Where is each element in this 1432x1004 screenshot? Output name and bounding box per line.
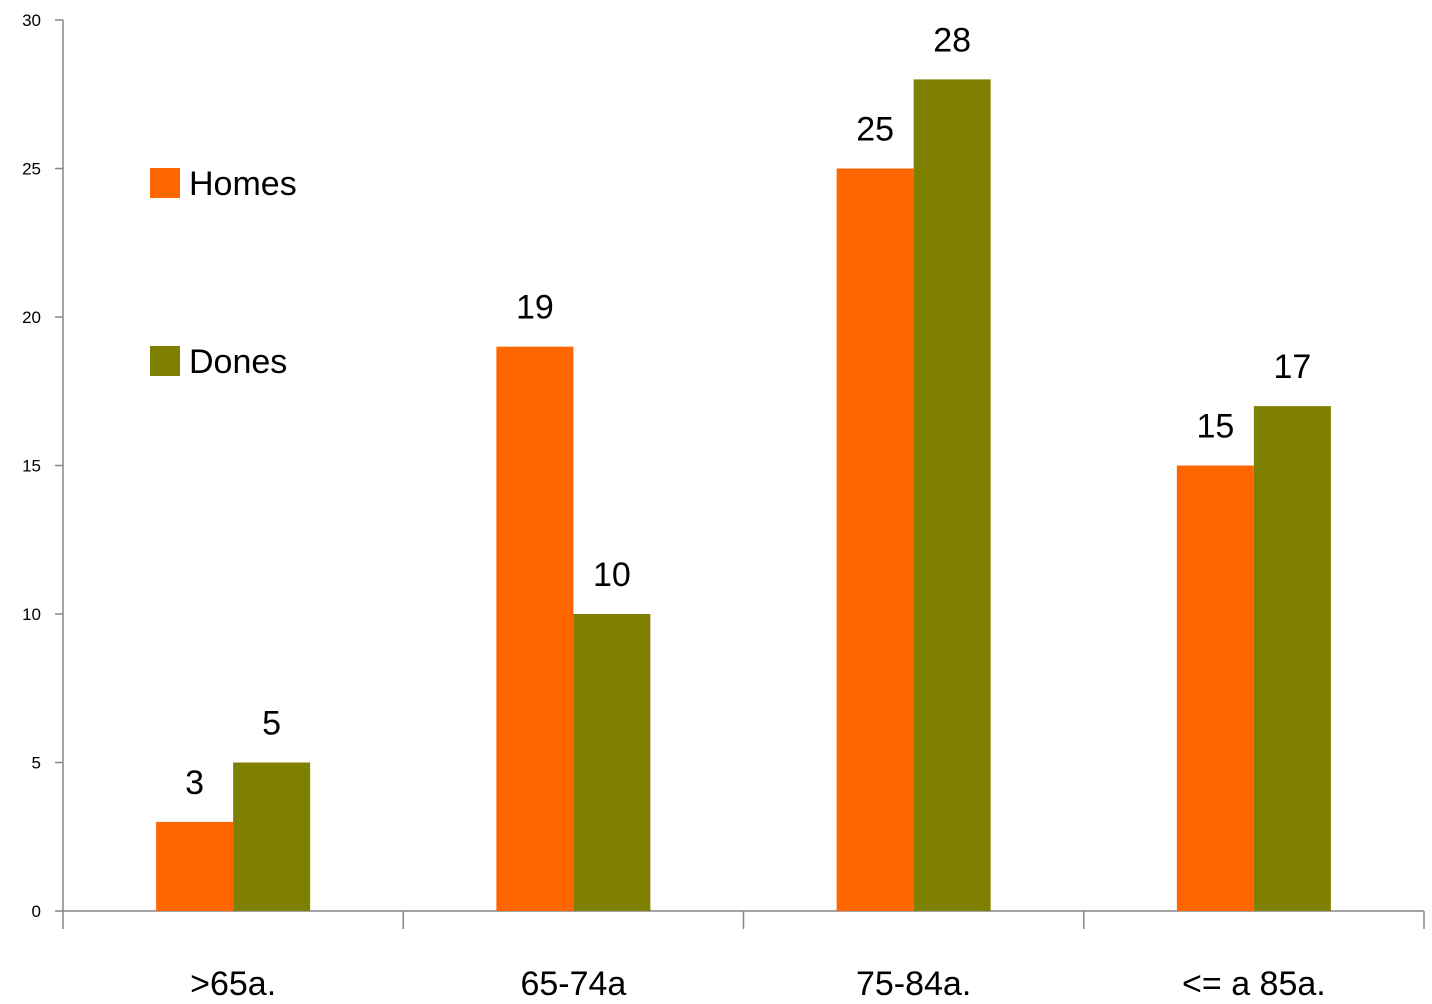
bar-dones [233,762,311,911]
x-tick-label: 65-74a [520,965,626,1003]
legend-label-homes: Homes [189,165,297,203]
bar-homes [156,821,234,911]
legend-swatch-dones [150,346,180,376]
data-label: 19 [516,289,554,327]
data-label: 15 [1196,408,1234,446]
y-tick-label: 5 [32,754,41,773]
y-tick-label: 0 [32,902,41,921]
y-tick-label: 25 [22,160,41,179]
data-label: 28 [933,21,971,59]
bar-homes [496,346,574,911]
data-labels: 3 19 25 15 5 10 28 17 [185,21,1311,802]
y-axis: 0 5 10 15 20 25 30 [22,11,64,921]
data-label: 3 [185,764,204,802]
y-tick-label: 20 [22,308,41,327]
x-axis: >65a. 65-74a 75-84a. <= a 85a. [62,910,1425,1003]
x-tick-label: 75-84a. [856,965,971,1003]
bar-homes [1176,465,1254,911]
bars [156,79,1331,911]
y-tick-label: 15 [22,457,41,476]
bar-dones [913,79,991,911]
bar-dones [573,614,651,911]
y-tick-label: 30 [22,11,41,30]
data-label: 5 [262,705,281,743]
legend: Homes Dones [150,165,297,381]
data-label: 25 [856,111,894,149]
x-tick-label: <= a 85a. [1182,965,1326,1003]
x-tick-label: >65a. [190,965,276,1003]
bar-dones [1253,406,1331,911]
legend-label-dones: Dones [189,343,287,381]
y-tick-label: 10 [22,605,41,624]
data-label: 17 [1273,348,1311,386]
data-label: 10 [593,556,631,594]
bar-homes [836,168,914,911]
legend-swatch-homes [150,168,180,198]
